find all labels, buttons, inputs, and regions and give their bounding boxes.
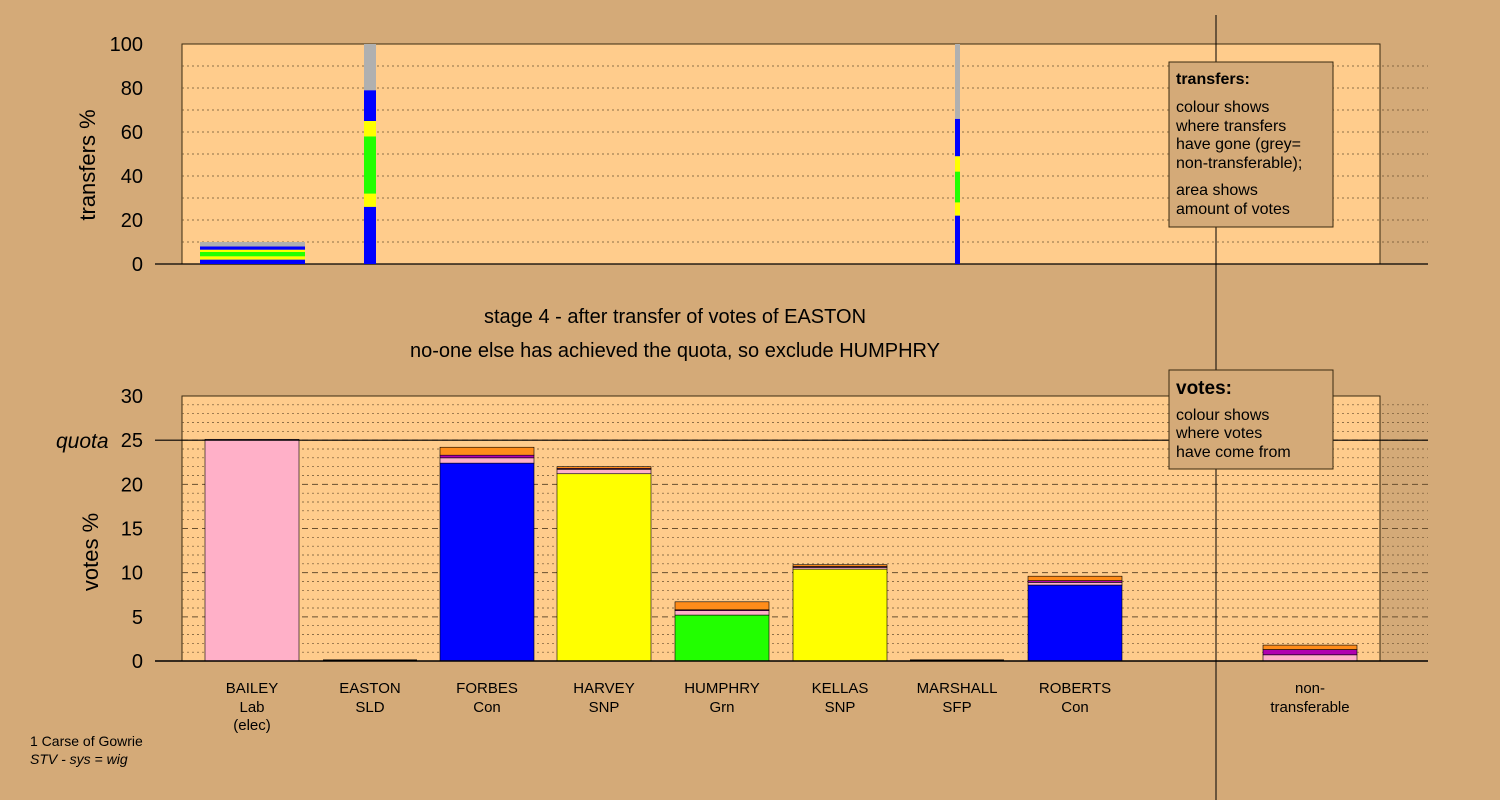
vote-segment (1027, 575, 1123, 581)
transfer-segment (364, 136, 376, 194)
transfer-segment (955, 118, 960, 157)
votes-legend: votes: colour shows where votes have com… (1168, 369, 1334, 470)
candidate-party: transferable (1270, 699, 1349, 716)
transfers-y-axis-label: transfers % (75, 109, 100, 220)
candidate-party: Lab (239, 699, 264, 716)
transfer-segment (364, 90, 376, 121)
votes-legend-line: have come from (1176, 444, 1291, 461)
transfer-segment (955, 44, 960, 119)
vote-segment (556, 466, 652, 469)
y-tick-label: 0 (132, 254, 143, 276)
vote-segment (674, 601, 770, 611)
vote-segment (204, 438, 300, 662)
y-tick-label: 80 (121, 78, 143, 100)
candidate-name: KELLAS (812, 680, 869, 697)
candidate-name: BAILEY (226, 680, 279, 697)
vote-segment (1262, 654, 1358, 662)
vote-segment (1027, 582, 1123, 586)
transfer-segment (955, 202, 960, 216)
y-tick-label: 40 (121, 166, 143, 188)
candidate-note: (elec) (233, 717, 271, 734)
candidate-name: EASTON (339, 680, 400, 697)
transfer-segment (200, 246, 305, 250)
y-tick-label: 15 (121, 519, 143, 541)
vote-segment (1262, 644, 1358, 650)
transfer-segment (955, 156, 960, 172)
system-label: STV - sys = wig (30, 751, 128, 767)
vote-segment (439, 462, 535, 662)
transfers-legend-box (1168, 61, 1334, 228)
y-tick-label: 100 (110, 34, 143, 56)
transfer-segment (200, 242, 305, 247)
y-tick-label: 20 (121, 210, 143, 232)
transfers-bars (200, 44, 960, 264)
candidate-party: SNP (589, 699, 620, 716)
transfers-legend-line: non-transferable); (1176, 155, 1302, 172)
vote-segment (1262, 649, 1358, 656)
vote-segment (556, 473, 652, 662)
transfer-segment (200, 259, 305, 264)
vote-segment (792, 564, 888, 567)
constituency-label: 1 Carse of Gowrie (30, 733, 143, 749)
votes-legend-box (1168, 369, 1334, 470)
candidate-party: SLD (355, 699, 384, 716)
stage-title: stage 4 - after transfer of votes of EAS… (484, 306, 866, 328)
transfer-segment (200, 249, 305, 252)
transfers-y-ticks: 0 20 40 60 80 100 (110, 34, 143, 276)
votes-chart: 0 5 10 15 20 25 30 quota BAILEY Lab(elec) EASTON… (56, 386, 1428, 734)
vote-segment (439, 454, 535, 459)
candidate-name: HUMPHRY (684, 680, 760, 697)
vote-segment (792, 568, 888, 662)
candidate-name: HARVEY (573, 680, 634, 697)
transfers-legend-line: area shows (1176, 182, 1258, 199)
vote-segment (439, 457, 535, 464)
transfer-segment (955, 215, 960, 264)
y-tick-label: 25 (121, 430, 143, 452)
candidate-labels: BAILEY Lab(elec) EASTON SLD FORBES Con HARVEY S… (226, 680, 1350, 734)
vote-segment (556, 469, 652, 475)
candidate-party: SNP (825, 699, 856, 716)
y-tick-label: 20 (121, 474, 143, 496)
y-tick-label: 5 (132, 607, 143, 629)
votes-legend-line: colour shows (1176, 407, 1269, 424)
transfer-segment (955, 171, 960, 203)
quota-label: quota (56, 430, 109, 453)
y-tick-label: 60 (121, 122, 143, 144)
transfer-segment (200, 251, 305, 257)
vote-segment (674, 614, 770, 662)
votes-y-axis-label: votes % (78, 513, 103, 591)
y-tick-label: 0 (132, 651, 143, 673)
votes-bars (204, 438, 1358, 662)
transfers-legend-line: amount of votes (1176, 201, 1290, 218)
candidate-party: Con (1061, 699, 1089, 716)
candidate-name: MARSHALL (917, 680, 998, 697)
transfers-legend-line: have gone (grey= (1176, 136, 1301, 153)
stage-subtitle: no-one else has achieved the quota, so e… (410, 340, 940, 362)
transfers-legend-line: where transfers (1175, 118, 1286, 135)
transfer-segment (364, 121, 376, 137)
candidate-name: FORBES (456, 680, 518, 697)
vote-segment (1027, 584, 1123, 662)
vote-segment (439, 446, 535, 456)
votes-y-ticks: 0 5 10 15 20 25 30 (121, 386, 143, 673)
votes-legend-title: votes: (1176, 378, 1232, 399)
votes-legend-line: where votes (1175, 425, 1262, 442)
candidate-party: Con (473, 699, 501, 716)
candidate-party: Grn (709, 699, 734, 716)
transfers-legend-title: transfers: (1176, 71, 1250, 88)
transfers-legend: transfers: colour shows where transfers … (1168, 61, 1334, 228)
candidate-name: non- (1295, 680, 1325, 697)
candidate-party: SFP (942, 699, 971, 716)
transfer-segment (364, 193, 376, 207)
transfers-legend-line: colour shows (1176, 99, 1269, 116)
vote-segment (674, 610, 770, 616)
transfer-segment (364, 206, 376, 264)
transfer-segment (364, 44, 376, 91)
transfer-segment (200, 256, 305, 260)
y-tick-label: 30 (121, 386, 143, 408)
candidate-name: ROBERTS (1039, 680, 1111, 697)
y-tick-label: 10 (121, 563, 143, 585)
